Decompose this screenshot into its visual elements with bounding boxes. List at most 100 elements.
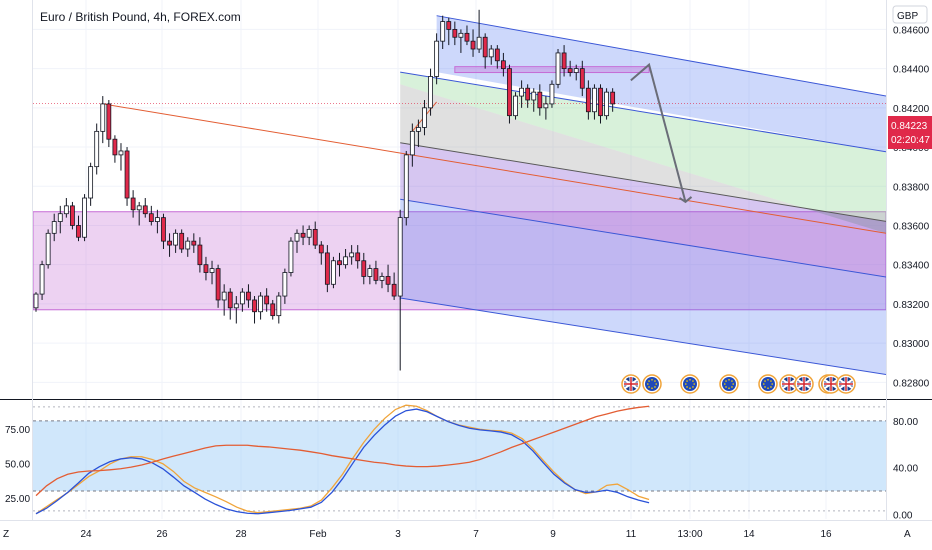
candle (452, 21, 458, 46)
channel-inner-line (400, 142, 886, 222)
candle-body (476, 36, 482, 50)
time-tick-label: 16 (820, 529, 832, 540)
candle (70, 201, 75, 230)
candle-body (88, 166, 94, 199)
oscillator-right-tick: 80.00 (893, 417, 918, 428)
eu-event-icon[interactable] (642, 374, 662, 394)
candle-body (324, 252, 330, 285)
candle (306, 225, 312, 246)
calendar-events (621, 374, 856, 394)
candle (276, 292, 282, 324)
eu-event-icon[interactable] (719, 374, 739, 394)
price-tick-label: 0.83800 (893, 182, 930, 193)
channel-edge-line (400, 198, 886, 278)
candle (112, 135, 118, 163)
eu-event-icon[interactable] (680, 374, 700, 394)
candle-body (379, 276, 385, 281)
candle (494, 45, 500, 69)
candle (543, 96, 549, 120)
pitchfork-median-line (102, 103, 886, 234)
candle (561, 45, 567, 77)
candle-body (57, 213, 63, 222)
candle-body (585, 87, 591, 113)
channel-green-band (400, 72, 886, 234)
channel-edge-line (400, 297, 886, 375)
candle-body (185, 240, 191, 250)
corner-right-label[interactable]: A (904, 529, 911, 540)
candle-body (130, 197, 136, 211)
candle (221, 284, 227, 316)
currency-label-text: GBP (897, 11, 918, 22)
candle-body (367, 268, 373, 277)
candle (331, 256, 336, 289)
candle-body (592, 87, 597, 113)
candle (428, 68, 433, 116)
candle (573, 64, 579, 81)
candle (233, 296, 239, 324)
candle-body (555, 52, 561, 85)
candle-body (252, 299, 257, 313)
countdown-timer: 02:20:47 (891, 135, 930, 146)
candle-body (167, 240, 172, 246)
time-tick-label: 24 (80, 529, 92, 540)
candle (142, 198, 148, 218)
projection-arrow-head (678, 196, 693, 204)
candle (63, 198, 69, 218)
candle-body (507, 68, 512, 117)
candle (604, 88, 609, 120)
candle (434, 33, 440, 85)
candle-body (276, 295, 282, 317)
candle (391, 272, 397, 300)
channel-edge-line (436, 15, 886, 97)
candle-body (197, 244, 203, 266)
candle (482, 33, 488, 69)
candle-body (161, 217, 166, 242)
candle (118, 143, 124, 171)
candle-body (373, 268, 379, 281)
corner-left-label[interactable]: Z (3, 529, 9, 540)
candle (585, 80, 591, 120)
candle (458, 29, 464, 53)
candle-body (233, 303, 239, 309)
candle (282, 268, 288, 304)
candle-body (355, 252, 361, 262)
candle (173, 229, 179, 253)
channel-lower-band (400, 199, 886, 375)
gb-event-icon[interactable] (621, 374, 641, 394)
oscillator-band (33, 420, 886, 491)
gb-event-icon[interactable] (836, 374, 856, 394)
oscillator-right-tick: 40.00 (893, 464, 918, 475)
candle (579, 60, 585, 97)
candle (294, 229, 300, 253)
gb-event-icon[interactable] (794, 374, 814, 394)
candle-body (513, 95, 518, 117)
projection-arrow-line (630, 62, 687, 203)
candle (203, 256, 209, 281)
currency-label[interactable]: GBP (892, 5, 928, 24)
demand-zone (33, 211, 886, 311)
time-tick-label: 11 (626, 529, 637, 540)
candle (555, 49, 561, 89)
candle (106, 99, 112, 148)
candle-body (416, 127, 421, 132)
candle-body (173, 232, 179, 246)
candle-body (331, 260, 336, 285)
last-price-tag: 0.84223 02:20:47 (888, 116, 932, 149)
candle-body (440, 21, 446, 42)
candle-body (543, 103, 549, 109)
candle-body (39, 264, 45, 295)
candle-body (579, 68, 585, 89)
candle-body (179, 232, 185, 250)
eu-event-icon[interactable] (758, 374, 778, 394)
candle (154, 209, 160, 234)
candle-body (458, 32, 464, 38)
oscillator-left-tick: 25.00 (5, 494, 30, 505)
candle (215, 264, 221, 308)
candle (264, 288, 270, 312)
gb-event-icon[interactable] (779, 374, 799, 394)
candle-body (148, 213, 154, 222)
price-tick-label: 0.82800 (893, 378, 930, 389)
candle-body (391, 283, 397, 297)
